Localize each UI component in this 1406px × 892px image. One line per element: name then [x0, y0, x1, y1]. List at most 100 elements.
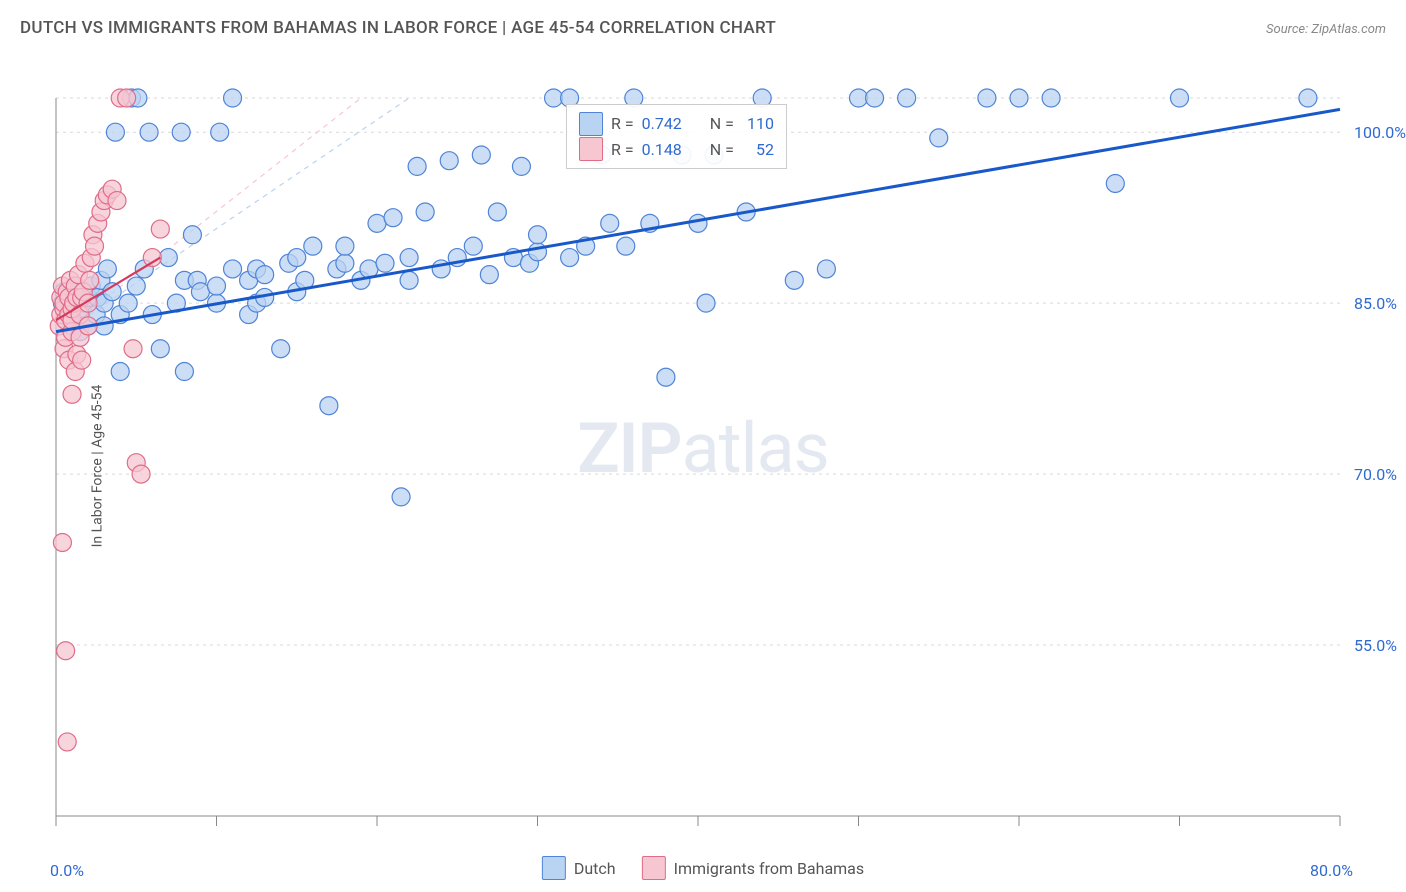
data-point: [53, 533, 71, 551]
data-point: [106, 123, 124, 141]
data-point: [392, 488, 410, 506]
legend-label: Immigrants from Bahamas: [674, 859, 865, 878]
data-point: [224, 89, 242, 107]
r-label: R =: [611, 137, 634, 163]
data-point: [472, 146, 490, 164]
data-point: [151, 220, 169, 238]
y-tick-label: 70.0%: [1354, 465, 1397, 484]
data-point: [63, 385, 81, 403]
data-point: [785, 271, 803, 289]
y-tick-label: 85.0%: [1354, 294, 1397, 313]
data-point: [73, 351, 91, 369]
data-point: [336, 254, 354, 272]
legend-item: Immigrants from Bahamas: [642, 856, 865, 880]
n-label: N =: [710, 111, 734, 137]
data-point: [124, 340, 142, 358]
y-axis-label: In Labor Force | Age 45-54: [89, 385, 105, 548]
n-value: 110: [742, 111, 774, 137]
y-tick-label: 100.0%: [1354, 123, 1406, 142]
legend-item: Dutch: [542, 856, 616, 880]
data-point: [183, 226, 201, 244]
data-point: [172, 123, 190, 141]
header: DUTCH VS IMMIGRANTS FROM BAHAMAS IN LABO…: [0, 0, 1406, 46]
n-label: N =: [710, 137, 734, 163]
data-point: [211, 123, 229, 141]
x-axis-max-label: 80.0%: [1310, 861, 1353, 880]
data-point: [400, 271, 418, 289]
data-point: [175, 363, 193, 381]
data-point: [657, 368, 675, 386]
data-point: [320, 397, 338, 415]
r-label: R =: [611, 111, 634, 137]
data-point: [98, 260, 116, 278]
data-point: [127, 277, 145, 295]
data-point: [529, 243, 547, 261]
data-point: [384, 209, 402, 227]
data-point: [1106, 174, 1124, 192]
data-point: [288, 249, 306, 267]
data-point: [58, 733, 76, 751]
data-point: [480, 266, 498, 284]
data-point: [512, 157, 530, 175]
chart-title: DUTCH VS IMMIGRANTS FROM BAHAMAS IN LABO…: [20, 18, 776, 38]
data-point: [617, 237, 635, 255]
data-point: [440, 152, 458, 170]
data-point: [978, 89, 996, 107]
data-point: [256, 266, 274, 284]
data-point: [159, 249, 177, 267]
data-point: [689, 214, 707, 232]
data-point: [119, 294, 137, 312]
data-point: [111, 363, 129, 381]
data-point: [57, 642, 75, 660]
data-point: [86, 237, 104, 255]
data-point: [601, 214, 619, 232]
series-swatch: [579, 137, 603, 161]
data-point: [1042, 89, 1060, 107]
data-point: [140, 123, 158, 141]
data-point: [376, 254, 394, 272]
data-point: [132, 465, 150, 483]
data-point: [464, 237, 482, 255]
legend-swatch: [642, 856, 666, 880]
data-point: [1171, 89, 1189, 107]
stats-row: R = 0.148 N = 52: [579, 137, 774, 163]
legend-label: Dutch: [574, 859, 616, 878]
bottom-legend: Dutch Immigrants from Bahamas: [542, 856, 864, 880]
data-point: [1299, 89, 1317, 107]
data-point: [108, 192, 126, 210]
data-point: [224, 260, 242, 278]
data-point: [545, 89, 563, 107]
correlation-stats-box: R = 0.742 N = 110 R = 0.148 N = 52: [566, 104, 787, 169]
data-point: [272, 340, 290, 358]
legend-swatch: [542, 856, 566, 880]
data-point: [529, 226, 547, 244]
data-point: [697, 294, 715, 312]
scatter-plot-svg: 55.0% 70.0% 85.0% 100.0%: [0, 46, 1406, 886]
source-label: Source: ZipAtlas.com: [1266, 22, 1386, 37]
data-point: [151, 340, 169, 358]
data-point: [850, 89, 868, 107]
data-point: [408, 157, 426, 175]
data-point: [561, 249, 579, 267]
y-tick-label: 55.0%: [1354, 636, 1397, 655]
n-value: 52: [742, 137, 774, 163]
data-point: [208, 277, 226, 295]
data-point: [488, 203, 506, 221]
data-point: [304, 237, 322, 255]
data-point: [930, 129, 948, 147]
x-axis-min-label: 0.0%: [50, 861, 84, 880]
data-point: [368, 214, 386, 232]
r-value: 0.742: [642, 111, 682, 137]
r-value: 0.148: [642, 137, 682, 163]
data-point: [336, 237, 354, 255]
chart-area: In Labor Force | Age 45-54 55.0% 70.0% 85.…: [0, 46, 1406, 886]
data-point: [191, 283, 209, 301]
data-point: [81, 271, 99, 289]
data-point: [817, 260, 835, 278]
stats-row: R = 0.742 N = 110: [579, 111, 774, 137]
data-point: [898, 89, 916, 107]
data-point: [416, 203, 434, 221]
data-point: [400, 249, 418, 267]
data-point: [95, 317, 113, 335]
series-swatch: [579, 112, 603, 136]
